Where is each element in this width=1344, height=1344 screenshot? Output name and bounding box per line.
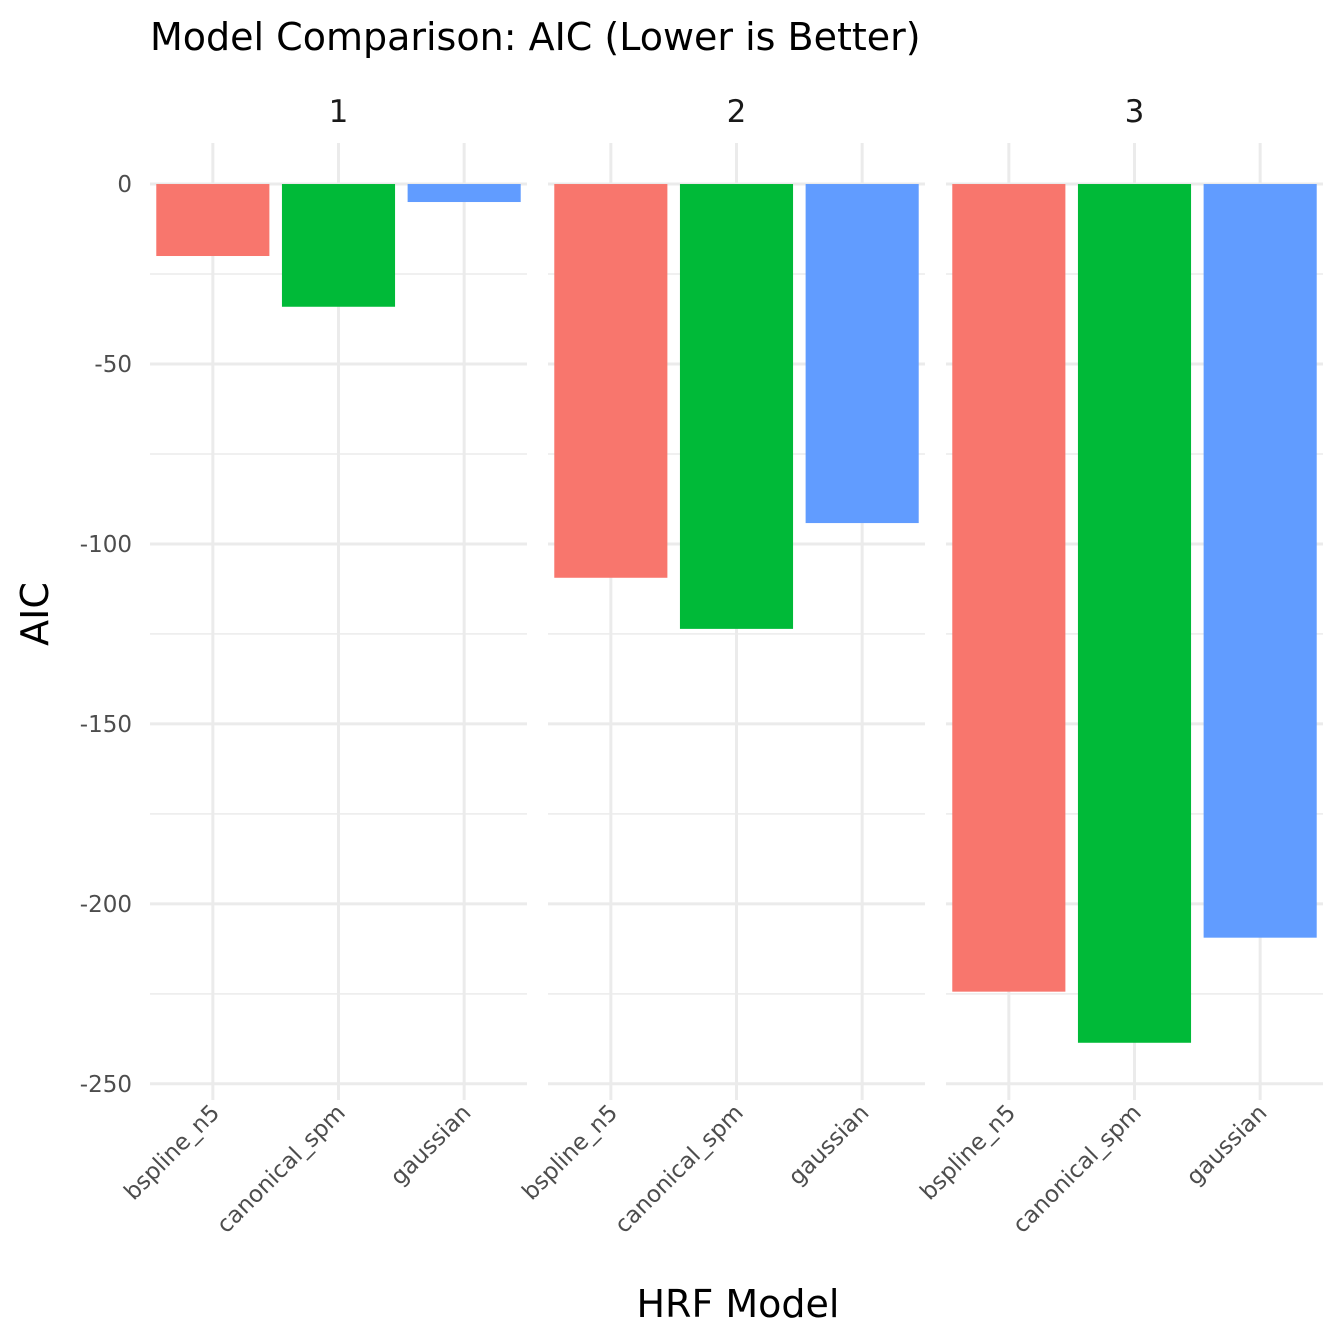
x-tick-label: gaussian	[784, 1100, 875, 1191]
x-tick-label: gaussian	[1182, 1100, 1273, 1191]
x-tick-label: canonical_spm	[212, 1100, 351, 1239]
bar-gaussian-facet-1	[407, 184, 521, 203]
y-axis-label: AIC	[13, 582, 57, 646]
x-tick-label: bspline_n5	[119, 1100, 225, 1206]
bar-gaussian-facet-3	[1203, 184, 1317, 938]
bar-bspline_n5-facet-3	[952, 184, 1066, 992]
bar-bspline_n5-facet-1	[156, 184, 270, 257]
x-tick-label: canonical_spm	[610, 1100, 749, 1239]
chart-title: Model Comparison: AIC (Lower is Better)	[150, 15, 921, 59]
x-tick-label: canonical_spm	[1008, 1100, 1147, 1239]
facet-strip-label: 3	[1125, 94, 1145, 130]
bar-canonical_spm-facet-1	[281, 184, 396, 307]
x-tick-label: bspline_n5	[915, 1100, 1021, 1206]
bar-canonical_spm-facet-3	[1077, 184, 1192, 1043]
x-axis-label: HRF Model	[636, 1282, 839, 1326]
bar-canonical_spm-facet-2	[679, 184, 794, 629]
x-tick-label: bspline_n5	[517, 1100, 623, 1206]
y-tick-label: 0	[117, 172, 132, 198]
facet-strip-label: 2	[727, 94, 747, 130]
bar-gaussian-facet-2	[805, 184, 919, 524]
y-tick-label: -150	[80, 712, 132, 738]
facet-strip-label: 1	[329, 94, 349, 130]
y-tick-label: -200	[80, 892, 132, 918]
bar-bspline_n5-facet-2	[554, 184, 668, 578]
y-tick-label: -50	[94, 352, 132, 378]
y-tick-label: -100	[80, 532, 132, 558]
x-tick-label: gaussian	[386, 1100, 477, 1191]
y-tick-label: -250	[80, 1072, 132, 1098]
